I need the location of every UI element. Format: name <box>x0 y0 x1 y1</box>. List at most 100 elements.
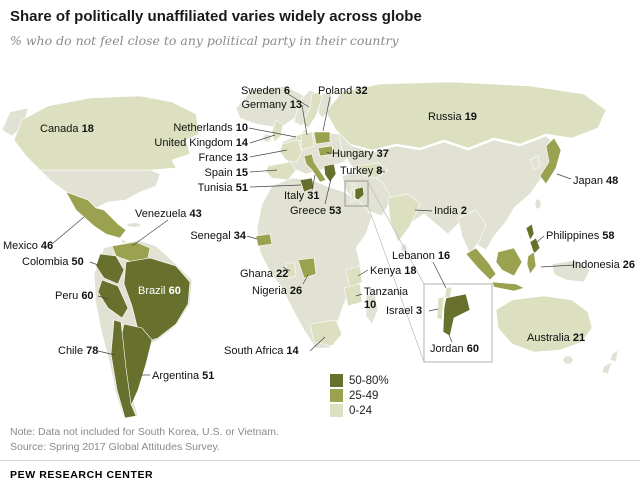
country-shape <box>436 296 445 321</box>
landmasses <box>1 81 619 419</box>
country-shape <box>345 265 363 289</box>
country-shape <box>285 261 297 279</box>
leader-line <box>322 96 331 132</box>
leader-line <box>301 104 308 136</box>
country-shape <box>465 247 497 281</box>
country-shape <box>442 293 471 337</box>
leader-line <box>97 350 116 356</box>
leader-line <box>97 295 109 300</box>
legend-swatch <box>330 374 343 387</box>
country-shape <box>302 91 323 129</box>
landmass <box>365 291 379 325</box>
country-shape <box>95 253 125 285</box>
legend: 50-80% 25-49 0-24 <box>330 374 389 419</box>
leader-line <box>287 93 310 108</box>
leader-line <box>311 174 316 191</box>
country-shape <box>350 189 355 203</box>
leader-line <box>367 181 425 285</box>
inset-connector-lines <box>367 181 425 363</box>
country-shape <box>271 119 284 143</box>
country-shape <box>309 319 343 347</box>
country-shape <box>297 257 317 279</box>
leader-line <box>51 216 85 245</box>
chart-title: Share of politically unaffiliated varies… <box>10 8 422 25</box>
leader-line <box>432 261 447 289</box>
legend-item: 25-49 <box>330 389 389 402</box>
country-shape <box>351 183 356 190</box>
country-shape <box>279 139 303 163</box>
country-shape <box>526 251 537 275</box>
country-shape <box>303 153 327 183</box>
landmass <box>601 361 613 375</box>
country-shape <box>299 177 315 193</box>
country-shape <box>313 131 331 145</box>
leader-line <box>246 235 258 240</box>
country-shape <box>295 133 303 142</box>
leader-line <box>131 219 169 247</box>
map-inset <box>423 283 493 363</box>
country-shape <box>495 295 593 353</box>
country-shape <box>343 283 363 307</box>
legend-item: 0-24 <box>330 404 389 417</box>
country-shape <box>65 191 127 239</box>
leader-line <box>414 209 433 212</box>
leader-line <box>556 173 572 180</box>
source-text: Source: Spring 2017 Global Attitudes Sur… <box>10 441 220 453</box>
country-shape <box>525 223 535 241</box>
country-shape <box>13 95 200 171</box>
country-shape <box>255 233 273 247</box>
leader-line <box>282 266 291 272</box>
leader-line <box>428 308 439 312</box>
leader-line <box>302 274 309 285</box>
landmass <box>457 209 487 255</box>
country-shape <box>325 81 607 151</box>
leader-line <box>249 184 302 188</box>
country-shape <box>495 247 523 277</box>
country-shape <box>539 137 562 185</box>
leader-line <box>89 261 99 266</box>
landmass <box>126 222 142 228</box>
landmass <box>551 259 591 283</box>
country-shape <box>354 186 365 201</box>
legend-label: 25-49 <box>349 389 379 402</box>
country-shape <box>387 193 421 243</box>
leader-lines <box>51 93 575 376</box>
legend-swatch <box>330 389 343 402</box>
legend-label: 0-24 <box>349 404 373 417</box>
landmass <box>562 355 574 365</box>
country-shape <box>97 279 129 319</box>
country-shape <box>317 145 334 157</box>
world-map: Canada 18 Mexico 46 Colombia 50 Venezuela 4… <box>0 78 640 423</box>
country-shape <box>299 131 315 151</box>
country-shape <box>265 161 297 181</box>
leader-line <box>367 205 425 363</box>
leader-line <box>376 170 386 173</box>
landmass <box>529 155 541 171</box>
leader-line <box>249 149 288 158</box>
landmass <box>1 107 29 137</box>
leader-line <box>248 127 297 138</box>
leader-line <box>357 269 369 277</box>
leader-line <box>326 151 332 155</box>
legend-label: 50-80% <box>349 374 389 387</box>
inset-source-rect <box>344 180 369 207</box>
leader-line <box>249 169 278 173</box>
country-shape <box>110 319 137 419</box>
chart-subtitle: % who do not feel close to any political… <box>10 33 399 48</box>
leader-line <box>540 264 575 268</box>
landmass <box>262 133 272 143</box>
leader-line <box>536 235 545 243</box>
leader-line <box>448 334 453 343</box>
country-shape <box>123 257 191 343</box>
leader-line <box>324 178 332 205</box>
legend-swatch <box>330 404 343 417</box>
brand: PEW RESEARCH CENTER <box>10 469 154 481</box>
country-shape <box>323 163 337 183</box>
landmass <box>609 349 619 363</box>
footer-divider: PEW RESEARCH CENTER <box>0 460 640 481</box>
leader-line <box>309 336 326 352</box>
world-map-svg <box>1 81 619 419</box>
legend-item: 50-80% <box>330 374 389 387</box>
leader-line <box>355 293 363 297</box>
